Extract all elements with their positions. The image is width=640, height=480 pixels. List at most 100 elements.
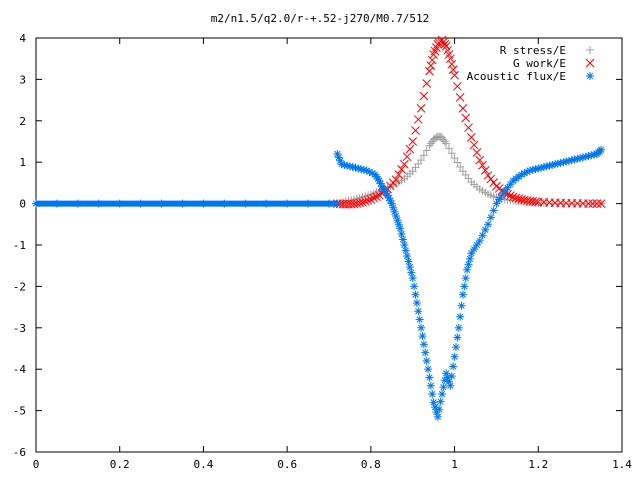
data-point-star: [451, 343, 460, 352]
chart-title: m2/n1.5/q2.0/r-+.52-j270/M0.7/512: [211, 12, 430, 25]
x-tick-label: 1: [451, 458, 458, 471]
data-point-cross: [427, 55, 437, 65]
data-point-star: [467, 249, 476, 258]
data-point-star: [463, 265, 472, 274]
data-point-star: [411, 290, 420, 299]
data-point-star: [400, 241, 409, 249]
data-point-star: [450, 352, 459, 361]
data-point-cross: [531, 197, 540, 207]
x-tick-label: 1.4: [612, 458, 632, 471]
data-point-cross: [399, 159, 409, 169]
data-point-cross: [372, 192, 381, 202]
data-point-cross: [352, 199, 362, 208]
data-point-plus: [438, 133, 447, 142]
data-point-cross: [461, 113, 471, 123]
data-point-cross: [349, 199, 359, 209]
data-point-cross: [508, 192, 518, 202]
data-point-plus: [426, 139, 435, 148]
data-point-star: [478, 231, 487, 240]
data-point-star: [495, 195, 504, 204]
data-point-star: [220, 199, 229, 208]
data-point-cross: [425, 66, 434, 76]
data-point-cross: [416, 104, 426, 113]
data-point-star: [424, 365, 433, 374]
legend-marker: [586, 72, 594, 80]
data-point-star: [136, 199, 145, 208]
y-tick-label: 0: [19, 198, 26, 211]
data-point-cross: [448, 65, 458, 75]
data-point-cross: [584, 199, 593, 208]
data-point-cross: [397, 165, 406, 174]
data-point-star: [415, 315, 424, 324]
data-point-cross: [432, 43, 441, 53]
data-point-star: [475, 236, 484, 245]
data-point-star: [157, 199, 166, 208]
x-tick-label: 0.4: [193, 458, 213, 471]
data-point-star: [396, 224, 405, 233]
y-tick-label: 2: [19, 115, 26, 128]
data-point-star: [492, 199, 501, 208]
data-point-star: [470, 245, 479, 254]
data-point-star: [333, 199, 342, 208]
data-point-cross: [519, 195, 529, 205]
data-point-star: [486, 213, 495, 222]
data-point-cross: [506, 191, 515, 200]
data-point-star: [418, 332, 427, 341]
y-tick-label: -2: [13, 280, 26, 293]
data-point-cross: [596, 199, 606, 208]
data-point-star: [421, 348, 430, 357]
data-point-star: [481, 225, 490, 234]
data-point-cross: [419, 91, 429, 101]
data-point-star: [439, 383, 448, 392]
data-point-cross: [486, 174, 496, 184]
data-point-star: [73, 199, 82, 208]
data-point-cross: [466, 133, 476, 142]
data-point-star: [404, 257, 413, 266]
data-point-star: [537, 163, 546, 172]
legend-label: R stress/E: [500, 44, 566, 57]
data-point-star: [325, 199, 333, 208]
data-point-star: [461, 274, 470, 283]
data-point-star: [333, 149, 342, 158]
data-point-star: [417, 323, 426, 332]
x-tick-label: 0.2: [110, 458, 130, 471]
data-point-star: [498, 191, 507, 200]
y-tick-label: 4: [19, 32, 26, 45]
data-point-plus: [417, 156, 426, 165]
data-point-cross: [355, 198, 365, 208]
data-point-cross: [592, 199, 602, 208]
data-point-plus: [422, 146, 431, 155]
data-point-cross: [430, 46, 440, 56]
data-point-star: [401, 246, 410, 255]
data-point-cross: [469, 140, 479, 150]
data-point-plus: [439, 135, 448, 144]
y-tick-label: -6: [13, 446, 26, 459]
plot-frame: [35, 37, 623, 453]
data-point-plus: [425, 141, 434, 150]
x-tick-label: 0.6: [277, 458, 297, 471]
data-point-star: [419, 340, 428, 349]
data-point-plus: [450, 154, 459, 163]
data-point-plus: [456, 162, 465, 171]
data-point-cross: [391, 175, 401, 184]
data-point-cross: [413, 115, 423, 124]
data-point-star: [408, 274, 417, 283]
data-point-cross: [446, 54, 455, 64]
data-point-star: [52, 199, 61, 208]
y-tick-label: -4: [13, 363, 27, 376]
data-point-star: [460, 282, 469, 291]
data-point-star: [446, 381, 455, 390]
data-point-star: [438, 390, 447, 399]
data-point-plus: [444, 144, 453, 153]
data-point-star: [449, 362, 458, 371]
data-point-cross: [394, 170, 404, 179]
data-point-cross: [472, 148, 482, 157]
data-point-star: [262, 199, 271, 208]
data-point-star: [590, 150, 599, 159]
x-tick-label: 1.2: [528, 458, 548, 471]
data-point-plus: [583, 199, 592, 208]
data-point-star: [597, 145, 606, 154]
data-point-star: [115, 199, 124, 208]
data-point-cross: [450, 70, 459, 80]
